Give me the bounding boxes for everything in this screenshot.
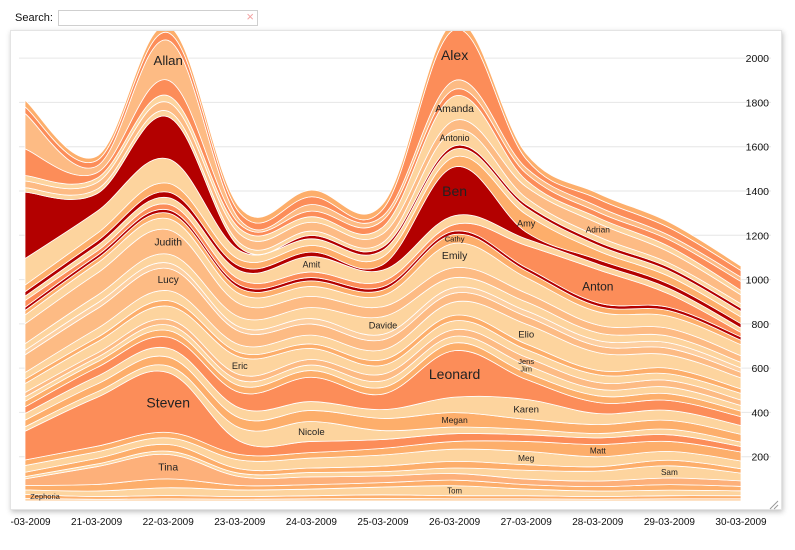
y-tick-label: 1000 [746, 275, 770, 287]
stream-label-antonio: Antonio [440, 133, 470, 143]
stream-labels: Zephoria Tom Tina Sam Meg Matt Steven Nicole Meg… [30, 47, 678, 501]
stream-label-amanda: Amanda [435, 104, 474, 115]
y-tick-label: 400 [751, 407, 769, 419]
stream-label-davide: Davide [369, 321, 398, 331]
stream-label-elio: Elio [518, 329, 534, 340]
search-row: Search: × [15, 8, 258, 28]
search-box[interactable]: × [57, 9, 258, 28]
stream-label-amy: Amy [517, 219, 536, 229]
stream-label-zephoria: Zephoria [30, 492, 60, 501]
stream-label-jens: Jens [518, 357, 534, 366]
x-tick-label: 26-03-2009 [429, 517, 481, 528]
y-axis-ticks: 200 400 600 800 1000 1200 1400 1600 1800 2000 [746, 53, 770, 464]
streamgraph-chart[interactable]: Zephoria Tom Tina Sam Meg Matt Steven Nicole Meg… [11, 31, 781, 531]
x-tick-label: 27-03-2009 [501, 517, 553, 528]
clear-icon[interactable]: × [246, 9, 254, 24]
x-tick-label: 25-03-2009 [357, 517, 409, 528]
stream-label-megan: Megan [441, 415, 467, 425]
stream-label-cathy: Cathy [445, 234, 465, 243]
y-tick-label: 1800 [746, 97, 770, 109]
stream-label-meg: Meg [518, 453, 535, 463]
stream-label-karen: Karen [513, 405, 539, 416]
stream-label-sam: Sam [661, 468, 678, 477]
stream-label-allan: Allan [154, 53, 183, 68]
y-tick-label: 1200 [746, 230, 770, 242]
x-tick-label: 29-03-2009 [644, 517, 696, 528]
stream-label-alex: Alex [441, 47, 468, 63]
stream-label-leonard: Leonard [429, 366, 480, 382]
stream-layers[interactable] [24, 31, 742, 502]
stream-label-matt: Matt [590, 446, 607, 455]
search-label: Search: [15, 12, 53, 24]
stream-label-ben: Ben [442, 183, 467, 199]
stream-label-amit: Amit [303, 259, 321, 269]
x-axis-ticks: 20-03-2009 21-03-2009 22-03-2009 23-03-2009… [11, 517, 767, 528]
x-tick-label: 22-03-2009 [143, 517, 195, 528]
stream-label-eric: Eric [232, 361, 248, 371]
x-tick-label: 30-03-2009 [715, 517, 767, 528]
resize-grip-icon[interactable] [769, 500, 779, 510]
stream-label-lucy: Lucy [158, 275, 179, 286]
x-tick-label: 28-03-2009 [572, 517, 624, 528]
x-tick-label: 21-03-2009 [71, 517, 123, 528]
y-tick-label: 600 [751, 363, 769, 375]
stream-label-judith: Judith [154, 238, 182, 249]
stream-layer[interactable] [24, 31, 742, 272]
stream-label-adrian: Adrian [586, 225, 611, 235]
stream-label-jim: Jim [520, 365, 532, 374]
stream-label-nicole: Nicole [298, 427, 325, 438]
y-tick-label: 1600 [746, 142, 770, 154]
y-tick-label: 1400 [746, 186, 770, 198]
chart-frame: Zephoria Tom Tina Sam Meg Matt Steven Nicole Meg… [10, 30, 782, 528]
search-input[interactable] [58, 14, 247, 28]
stream-label-tom: Tom [447, 486, 462, 495]
x-tick-label: 20-03-2009 [11, 517, 51, 528]
stream-label-steven: Steven [146, 394, 190, 410]
y-tick-label: 200 [751, 452, 769, 464]
stream-label-tina: Tina [158, 462, 178, 473]
x-tick-label: 23-03-2009 [214, 517, 266, 528]
x-tick-label: 24-03-2009 [286, 517, 338, 528]
y-tick-label: 800 [751, 319, 769, 331]
y-tick-label: 2000 [746, 53, 770, 65]
stream-label-anton: Anton [582, 279, 613, 293]
stream-label-emily: Emily [442, 251, 468, 262]
